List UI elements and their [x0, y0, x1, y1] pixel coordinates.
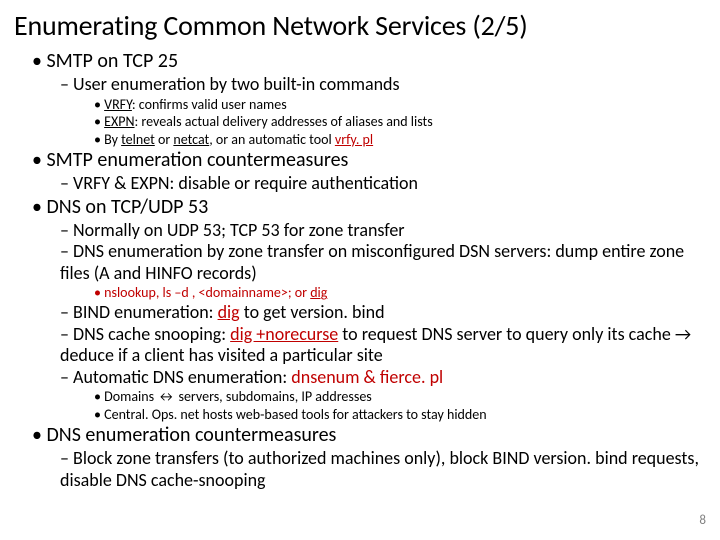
t: BIND enumeration:: [73, 301, 218, 323]
section-dns: DNS on TCP/UDP 53: [32, 195, 702, 220]
expn-term: EXPN: [104, 113, 134, 130]
dig-norecurse-term: dig +norecurse: [230, 323, 338, 345]
t: , or an automatic tool: [209, 131, 335, 148]
smtp-expn: EXPN: reveals actual delivery addresses …: [94, 113, 702, 131]
section-dns-counter: DNS enumeration countermeasures: [32, 423, 702, 448]
dns-domains: Domains ↔ servers, subdomains, IP addres…: [94, 388, 702, 406]
t: Domains: [104, 388, 157, 405]
arrow-icon: →: [675, 323, 691, 345]
t: Automatic DNS enumeration:: [73, 366, 291, 388]
dns-counter-sub: Block zone transfers (to authorized mach…: [60, 448, 702, 491]
smtp-counter-sub: VRFY & EXPN: disable or require authenti…: [60, 173, 702, 195]
t: or: [155, 131, 174, 148]
arrows-icon: ↔: [157, 388, 175, 405]
t: By: [104, 131, 121, 148]
smtp-sub-userenum: User enumeration by two built-in command…: [60, 74, 702, 96]
section-smtp: SMTP on TCP 25: [32, 49, 702, 74]
dnsenum-term: dnsenum & fierce. pl: [291, 366, 443, 388]
t: to request DNS server to query only its …: [338, 323, 675, 345]
t: DNS cache snooping:: [73, 323, 230, 345]
vrfy-term: VRFY: [104, 96, 132, 113]
t: deduce if a client has visited a particu…: [60, 344, 383, 366]
netcat-term: netcat: [173, 131, 209, 148]
smtp-tools: By telnet or netcat, or an automatic too…: [94, 131, 702, 149]
dns-bind: BIND enumeration: dig to get version. bi…: [60, 302, 702, 324]
dns-snoop: DNS cache snooping: dig +norecurse to re…: [60, 324, 702, 367]
page-number: 8: [699, 513, 706, 528]
slide-title: Enumerating Common Network Services (2/5…: [14, 8, 702, 43]
t: nslookup, ls –d , <domainname>; or: [104, 284, 310, 301]
vrfy-desc: : confirms valid user names: [132, 96, 287, 113]
telnet-term: telnet: [121, 131, 155, 148]
t: servers, subdomains, IP addresses: [175, 388, 371, 405]
section-smtp-counter: SMTP enumeration countermeasures: [32, 148, 702, 173]
dns-nslookup: nslookup, ls –d , <domainname>; or dig: [94, 284, 702, 302]
dns-auto: Automatic DNS enumeration: dnsenum & fie…: [60, 367, 702, 389]
dig-term: dig: [310, 284, 327, 301]
dns-zone-transfer: DNS enumeration by zone transfer on misc…: [60, 241, 702, 284]
dig-bind-term: dig: [218, 301, 240, 323]
expn-desc: : reveals actual delivery addresses of a…: [135, 113, 433, 130]
t: to get version. bind: [240, 301, 385, 323]
smtp-vrfy: VRFY: confirms valid user names: [94, 96, 702, 114]
vrfypl-term: vrfy. pl: [335, 131, 373, 148]
dns-centralops: Central. Ops. net hosts web-based tools …: [94, 406, 702, 424]
dns-udp53: Normally on UDP 53; TCP 53 for zone tran…: [60, 220, 702, 242]
